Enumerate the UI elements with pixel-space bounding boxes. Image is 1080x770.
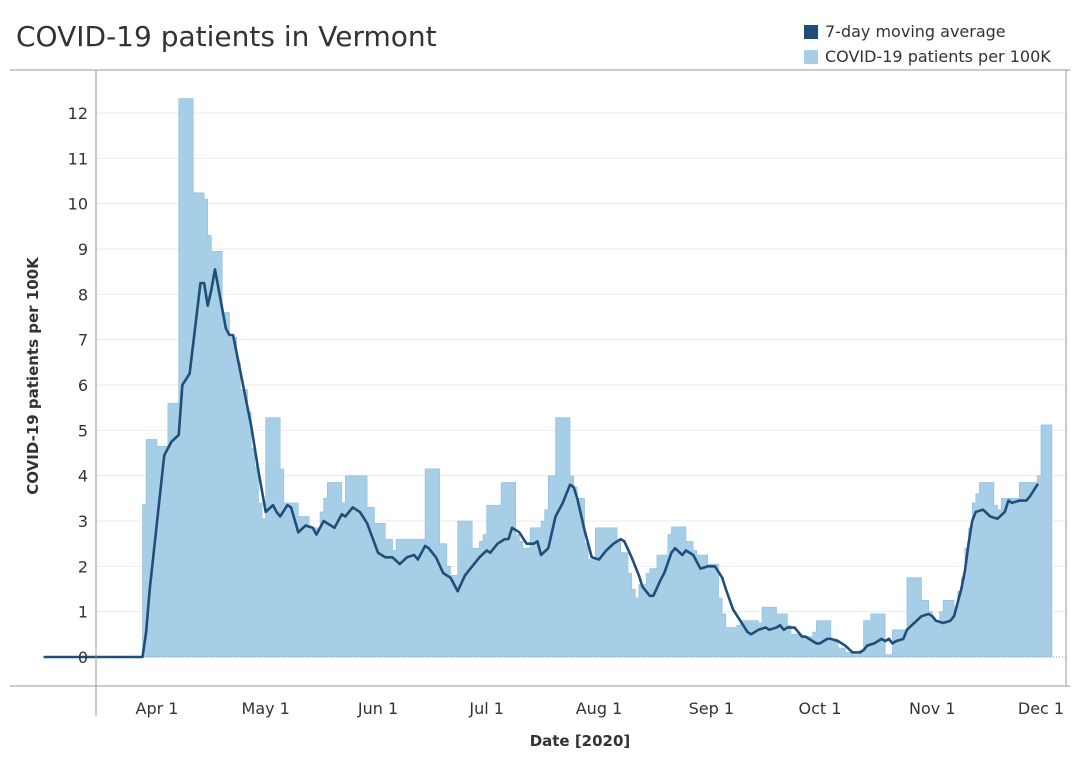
y-tick-label-6: 6: [78, 376, 88, 395]
y-tick-label-10: 10: [68, 195, 88, 214]
legend-label-patients: COVID-19 patients per 100K: [825, 47, 1051, 66]
y-tick-label-5: 5: [78, 421, 88, 440]
plot-frame: [10, 69, 1070, 716]
x-tick-label-8: Dec 1: [1018, 699, 1064, 718]
legend-swatch-patients: [804, 49, 818, 64]
legend-swatch-moving-average: [804, 24, 818, 39]
x-axis-ticks: Apr 1 May 1 Jun 1 Jul 1 Aug 1 Sep 1 Oct 1 Nov 1…: [136, 699, 1065, 718]
y-tick-label-2: 2: [78, 557, 88, 576]
x-tick-label-0: Apr 1: [136, 699, 179, 718]
moving-average-path: [43, 268, 1039, 659]
legend-item-patients: COVID-19 patients per 100K: [804, 44, 1051, 69]
legend: 7-day moving average COVID-19 patients p…: [804, 19, 1051, 69]
legend-label-moving-average: 7-day moving average: [825, 22, 1006, 41]
x-tick-label-7: Nov 1: [909, 699, 956, 718]
chart-title: COVID-19 patients in Vermont: [16, 20, 437, 53]
x-tick-label-3: Jul 1: [468, 699, 504, 718]
x-tick-label-6: Oct 1: [799, 699, 842, 718]
patients-area: [44, 98, 1066, 658]
patients-area-shape: [44, 98, 1053, 658]
y-tick-label-4: 4: [78, 467, 88, 486]
x-tick-label-2: Jun 1: [357, 699, 398, 718]
y-tick-label-3: 3: [78, 512, 88, 531]
x-axis-title: Date [2020]: [530, 732, 631, 750]
moving-average-line: [43, 268, 1039, 659]
y-axis-title: COVID-19 patients per 100K: [24, 256, 42, 495]
x-tick-label-4: Aug 1: [576, 699, 623, 718]
y-tick-label-0: 0: [78, 648, 88, 667]
y-tick-label-1: 1: [78, 603, 88, 622]
legend-item-moving-average: 7-day moving average: [804, 19, 1051, 44]
x-tick-label-1: May 1: [242, 699, 290, 718]
y-tick-label-12: 12: [68, 104, 88, 123]
y-tick-label-11: 11: [68, 149, 88, 168]
x-tick-label-5: Sep 1: [689, 699, 734, 718]
y-tick-label-8: 8: [78, 285, 88, 304]
y-tick-label-7: 7: [78, 331, 88, 350]
y-tick-label-9: 9: [78, 240, 88, 259]
